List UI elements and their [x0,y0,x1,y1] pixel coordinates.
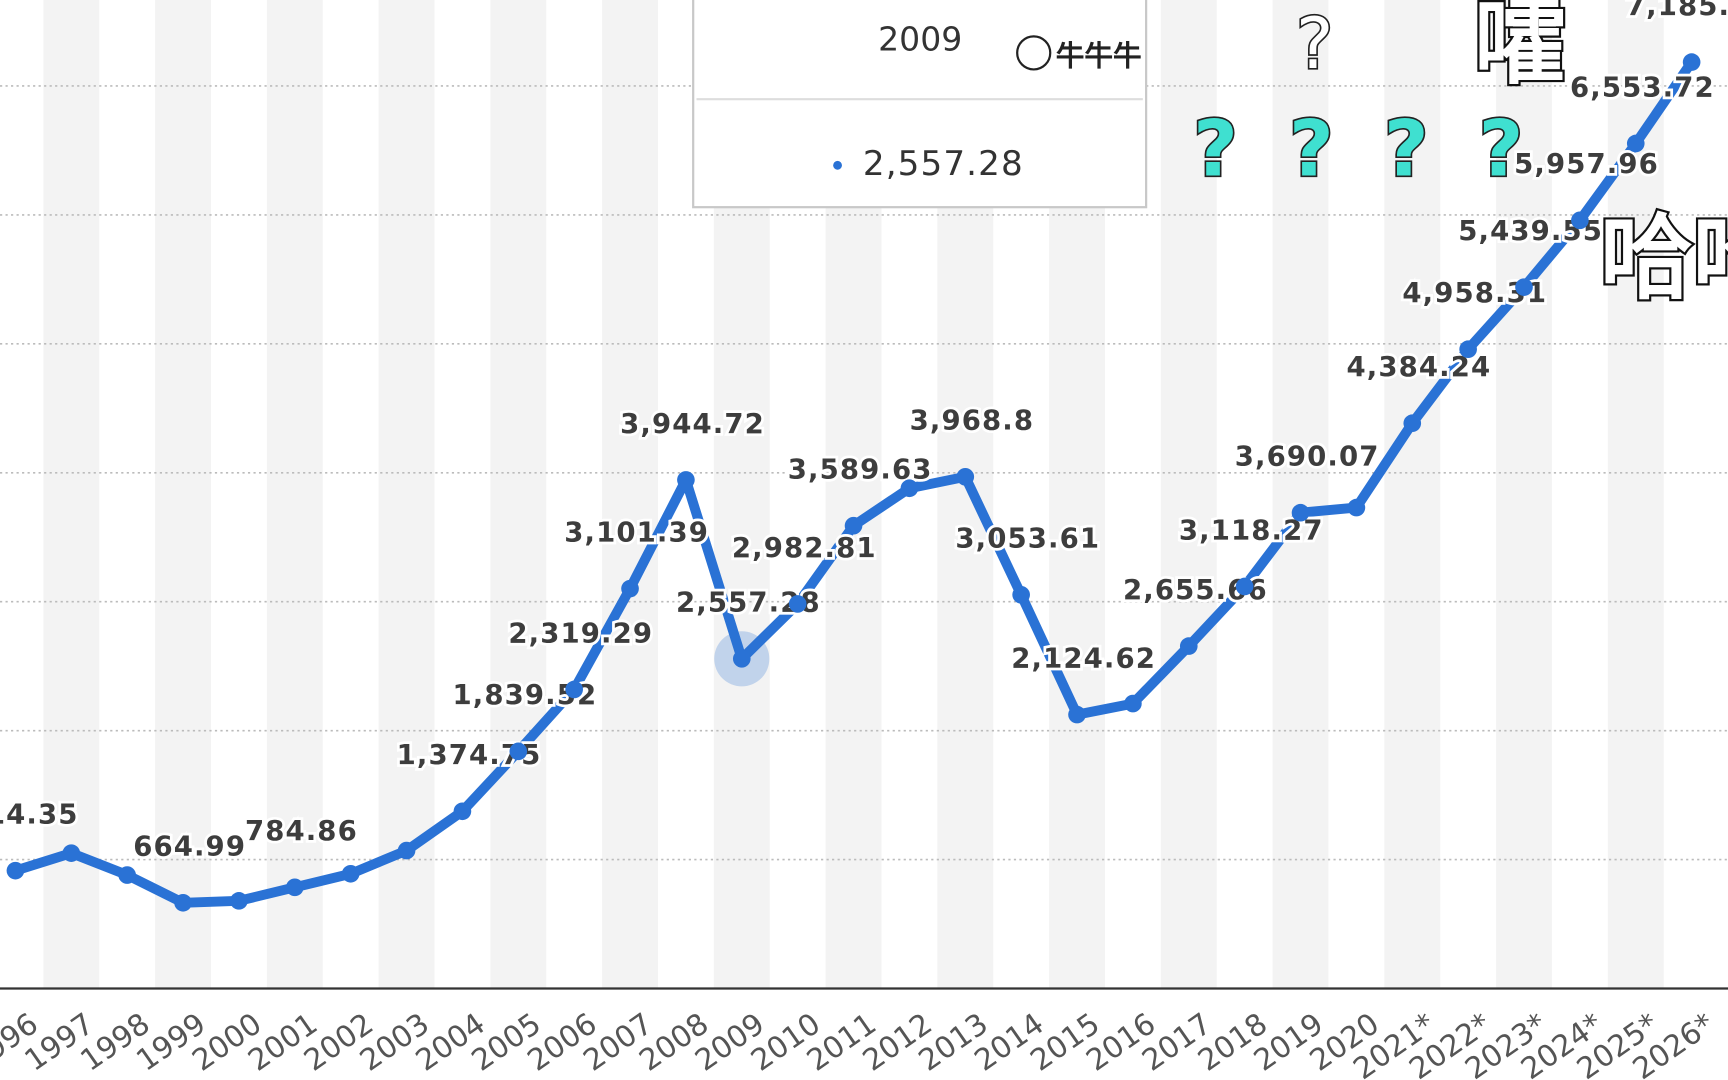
cow-icon [1016,35,1052,71]
point [285,878,304,897]
tooltip-category: 2009 [878,19,962,58]
point [900,479,919,498]
data-label: 3,968.8 [910,405,1034,437]
point [509,742,528,761]
question-mark: ? [1384,104,1429,194]
point [1068,705,1086,724]
point [1179,637,1198,655]
tooltip-box [692,0,1148,209]
point [621,579,639,598]
overlay-text: 牛牛牛 [1056,38,1142,72]
overlay-text: 嚯 [1475,0,1568,97]
point [677,471,695,489]
point [788,595,807,613]
point [118,866,136,884]
point [62,844,81,862]
data-label: 2,124.62 [1011,642,1156,674]
point [174,893,192,912]
tooltip-dot [833,160,842,170]
point [732,649,751,668]
stripe [266,0,323,989]
data-label: 6,553.72 [1570,71,1715,103]
point [956,467,975,486]
stripe [43,0,100,989]
stripe [1384,0,1441,989]
point [844,516,863,535]
point [1291,503,1310,522]
point [1626,134,1645,153]
stripe [1160,0,1217,989]
point [1682,53,1701,71]
point [230,892,248,910]
point [1459,340,1477,359]
point [1347,498,1366,517]
data-label: 784.86 [245,815,358,847]
question-mark: ? [1193,104,1238,194]
data-label: 2,319.29 [508,617,653,649]
point [1235,577,1254,596]
point [565,680,583,699]
stripe [1496,0,1552,989]
data-label: 3,053.61 [955,523,1100,555]
data-label: 914.35 [0,799,79,831]
point [453,802,472,821]
tooltip-value: 2,557.28 [863,144,1024,184]
point [397,841,416,860]
stripe [378,0,435,989]
data-label: 2,982.81 [732,532,877,564]
overlay: ? ? ? ? ? 嚯 哈哈 牛牛牛 [1016,0,1728,314]
data-label: 664.99 [133,831,246,863]
point [1571,211,1589,230]
background-stripes [43,0,1664,989]
point [1403,414,1422,433]
stripe [155,0,211,989]
data-label: 3,101.39 [564,517,709,549]
data-label: 3,589.63 [788,454,933,486]
point [6,861,25,880]
point [1124,694,1142,713]
overlay-text: 哈哈 [1600,204,1728,312]
question-mark: ? [1479,104,1524,194]
stripe [602,0,658,989]
data-label: 7,185.05 [1626,0,1728,22]
data-label: 3,690.07 [1235,441,1380,473]
data-label: 5,957.96 [1514,148,1659,180]
point [1012,585,1030,604]
stripe [490,0,547,989]
data-label: 3,944.72 [620,408,765,440]
stripe [1272,0,1329,989]
point [341,864,360,883]
question-mark: ? [1289,104,1334,194]
tooltip: 2009 2,557.28 [692,0,1148,209]
question-mark: ? [1296,3,1333,85]
point [1515,278,1533,296]
